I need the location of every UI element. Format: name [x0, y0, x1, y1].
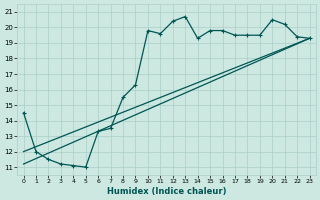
X-axis label: Humidex (Indice chaleur): Humidex (Indice chaleur): [107, 187, 226, 196]
